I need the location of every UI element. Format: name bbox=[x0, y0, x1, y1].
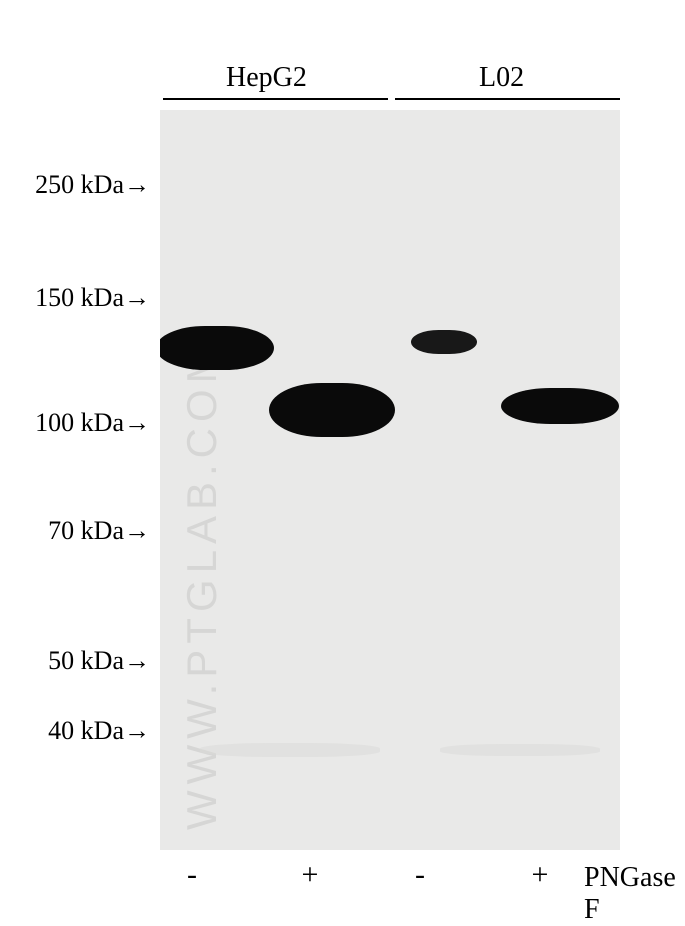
mw-150: 150 kDa→ bbox=[10, 283, 150, 313]
band-hepg2-plus bbox=[269, 383, 395, 437]
band-l02-plus bbox=[501, 388, 619, 424]
treat-minus-2: - bbox=[390, 858, 450, 892]
treat-plus-1: + bbox=[280, 858, 340, 892]
mw-40: 40 kDa→ bbox=[10, 716, 150, 746]
sample-rule-hepg2 bbox=[163, 98, 388, 100]
enzyme-label: PNGase F bbox=[584, 862, 685, 926]
sample-label-l02: L02 bbox=[479, 62, 524, 94]
mw-250: 250 kDa→ bbox=[10, 170, 150, 200]
mw-70: 70 kDa→ bbox=[10, 516, 150, 546]
treat-plus-2: + bbox=[510, 858, 570, 892]
sample-label-hepg2: HepG2 bbox=[226, 62, 307, 94]
western-blot: WWW.PTGLAB.COM bbox=[160, 110, 620, 850]
figure-container: HepG2 L02 250 kDa→ 150 kDa→ 100 kDa→ 70 … bbox=[0, 0, 685, 909]
mw-100: 100 kDa→ bbox=[10, 408, 150, 438]
band-l02-minus bbox=[411, 330, 477, 354]
treat-minus-1: - bbox=[162, 858, 222, 892]
smudge bbox=[200, 743, 380, 757]
smudge bbox=[440, 744, 600, 756]
band-hepg2-minus bbox=[160, 326, 274, 370]
mw-50: 50 kDa→ bbox=[10, 646, 150, 676]
watermark-text: WWW.PTGLAB.COM bbox=[178, 342, 226, 830]
sample-rule-l02 bbox=[395, 98, 620, 100]
